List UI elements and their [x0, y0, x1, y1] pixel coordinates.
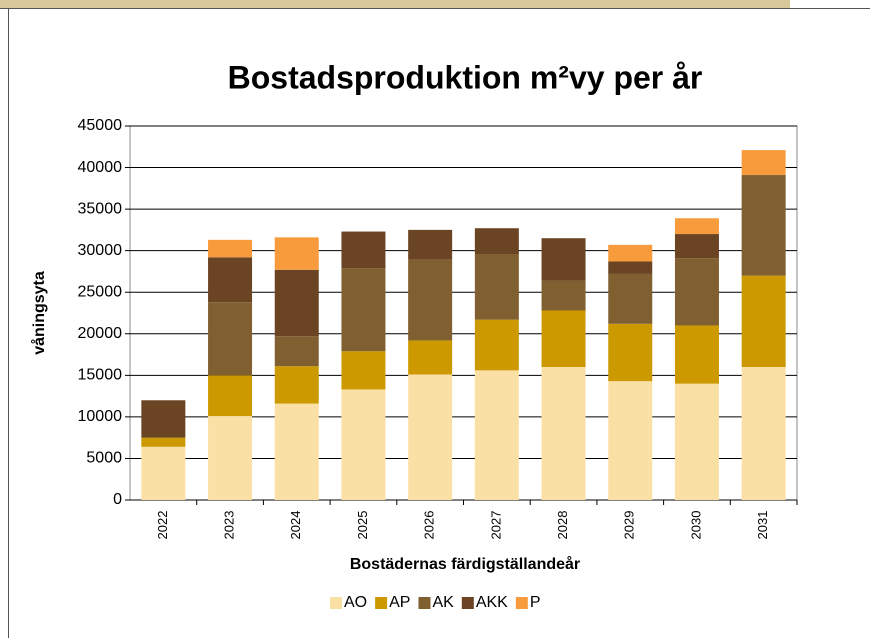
bar-segment: [341, 351, 386, 390]
bar-segment: [274, 237, 319, 270]
bar-segment: [274, 403, 319, 500]
bar-segment: [674, 258, 719, 326]
legend-label: AO: [344, 594, 367, 611]
bar-segment: [474, 228, 519, 254]
y-tick-label: 40000: [78, 159, 123, 176]
bar-segment: [341, 268, 386, 352]
legend-swatch: [375, 597, 388, 609]
bar-segment: [274, 336, 319, 367]
bar-segment: [741, 367, 786, 500]
bar-segment: [608, 273, 653, 324]
bar-segment: [408, 229, 453, 260]
bar-segment: [474, 370, 519, 500]
x-tick-label: 2030: [688, 511, 703, 540]
y-tick-label: 30000: [78, 242, 123, 259]
bar-segment: [608, 261, 653, 274]
bar-segment: [608, 244, 653, 262]
bar-segment: [674, 325, 719, 384]
bar-segment: [541, 310, 586, 368]
bar-segment: [674, 234, 719, 259]
bar-segment: [541, 238, 586, 281]
bar-segment: [341, 231, 386, 269]
legend-swatch: [330, 597, 342, 609]
bar-segment: [408, 374, 453, 500]
bar-segment: [408, 340, 453, 375]
bar-segment: [474, 253, 519, 320]
bar-segment: [208, 416, 253, 500]
y-tick-label: 45000: [78, 117, 123, 134]
y-tick-label: 20000: [78, 325, 123, 342]
bar-segment: [608, 381, 653, 500]
bar-segment: [141, 437, 186, 447]
x-tick-label: 2027: [488, 511, 503, 540]
bar-segment: [208, 375, 253, 417]
legend-swatch: [418, 597, 431, 609]
y-tick-label: 25000: [78, 283, 123, 300]
bar-segment: [341, 389, 386, 500]
x-tick-label: 2031: [755, 511, 770, 540]
legend-label: AP: [389, 594, 410, 611]
x-tick-label: 2028: [555, 511, 570, 540]
legend-swatch: [515, 597, 528, 609]
x-tick-label: 2025: [355, 511, 370, 540]
x-tick-label: 2026: [422, 511, 437, 540]
bar-segment: [141, 446, 186, 500]
y-axis-title: våningsyta: [30, 271, 48, 355]
x-axis-title: Bostädernas färdigställandeår: [350, 555, 580, 573]
bar-segment: [141, 400, 186, 438]
bar-segment: [274, 366, 319, 404]
bar-segment: [541, 367, 586, 500]
x-tick-label: 2023: [221, 511, 236, 540]
chart-title: Bostadsproduktion m²vy per år: [228, 59, 703, 95]
legend-label: AKK: [476, 594, 508, 611]
x-tick-label: 2029: [622, 511, 637, 540]
bar-segment: [208, 257, 253, 303]
bar-segment: [474, 319, 519, 371]
bar-segment: [408, 259, 453, 341]
y-tick-label: 0: [113, 491, 122, 508]
bar-segment: [208, 239, 253, 258]
bar-segment: [741, 175, 786, 276]
bar-segment: [741, 150, 786, 176]
bar-segment: [608, 323, 653, 382]
bar-segment: [741, 275, 786, 368]
y-tick-label: 5000: [86, 450, 122, 467]
bar-segment: [274, 269, 319, 337]
x-tick-label: 2022: [155, 511, 170, 540]
legend-swatch: [461, 597, 474, 609]
legend-label: P: [530, 594, 541, 611]
map-strip: [0, 0, 790, 8]
bar-segment: [674, 383, 719, 500]
bar-segment: [541, 280, 586, 311]
bar-segment: [208, 302, 253, 376]
legend-label: AK: [432, 594, 454, 611]
y-tick-label: 15000: [78, 367, 123, 384]
x-tick-label: 2024: [288, 511, 303, 540]
y-tick-label: 10000: [78, 408, 123, 425]
y-tick-label: 35000: [78, 200, 123, 217]
bar-segment: [674, 218, 719, 235]
